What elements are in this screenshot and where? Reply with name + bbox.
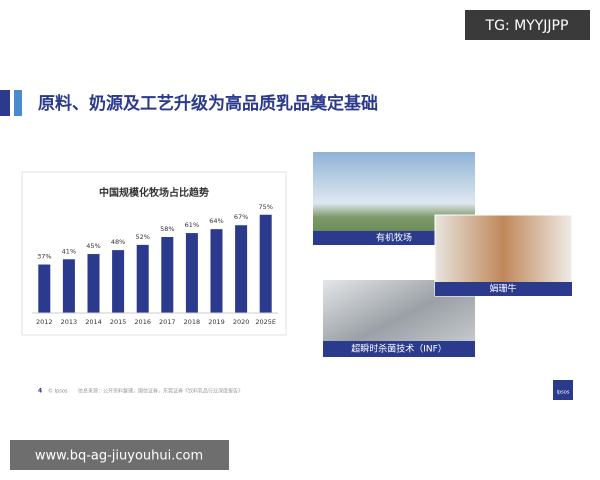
- x-tick-label: 2016: [134, 318, 151, 326]
- bar: [161, 237, 174, 313]
- logo-text: Ipsos: [557, 390, 570, 396]
- x-tick-label: 2025E: [255, 318, 276, 326]
- title-bar: [14, 90, 22, 116]
- page-number: 4: [38, 388, 42, 395]
- site-text: www.bq-ag-jiuyouhui.com: [35, 449, 203, 464]
- bar: [87, 254, 100, 313]
- image-label: 超瞬时杀菌技术（INF）: [351, 343, 447, 355]
- value-label: 52%: [135, 233, 149, 241]
- value-label: 58%: [160, 225, 174, 233]
- tg-text: TG: MYYJJPP: [485, 18, 569, 34]
- x-tick-label: 2012: [36, 318, 53, 326]
- x-tick-label: 2014: [85, 318, 102, 326]
- value-label: 67%: [234, 213, 248, 221]
- x-tick-label: 2017: [159, 318, 176, 326]
- title-bar: [0, 90, 10, 116]
- value-label: 37%: [37, 253, 51, 261]
- x-tick-label: 2020: [233, 318, 250, 326]
- bar: [235, 225, 248, 313]
- bar: [38, 264, 51, 313]
- value-label: 75%: [258, 203, 272, 211]
- bar: [210, 229, 223, 313]
- x-tick-label: 2015: [110, 318, 127, 326]
- image-label: 有机牧场: [376, 232, 412, 244]
- footer-source: 信息来源：公开资料整理，国信证券，东莞证券《饮料乳品行业深度报告》: [78, 388, 243, 395]
- value-label: 48%: [111, 238, 125, 246]
- x-tick-label: 2018: [184, 318, 201, 326]
- bar: [259, 214, 272, 313]
- bar: [62, 259, 75, 313]
- x-tick-label: 2013: [61, 318, 78, 326]
- value-label: 45%: [86, 242, 100, 250]
- bar: [112, 250, 125, 313]
- value-label: 64%: [209, 217, 223, 225]
- chart-title: 中国规模化牧场占比趋势: [99, 186, 209, 199]
- image-label: 娟珊牛: [489, 283, 516, 295]
- value-label: 41%: [62, 247, 76, 255]
- slide-title: 原料、奶源及工艺升级为高品质乳品奠定基础: [38, 93, 378, 114]
- value-label: 61%: [185, 221, 199, 229]
- bar: [185, 233, 198, 313]
- bar: [136, 244, 149, 313]
- x-tick-label: 2019: [208, 318, 225, 326]
- tg-badge: [465, 10, 590, 40]
- label-bar: [323, 341, 475, 357]
- site-badge: [10, 440, 229, 470]
- logo: [553, 380, 573, 400]
- label-bar: [435, 282, 572, 296]
- footer-brand: © Ipsos: [48, 388, 68, 395]
- chart: 37% 2012 41% 2013 45% 2014 48% 2015 52% 2016 58% 20…: [32, 203, 278, 326]
